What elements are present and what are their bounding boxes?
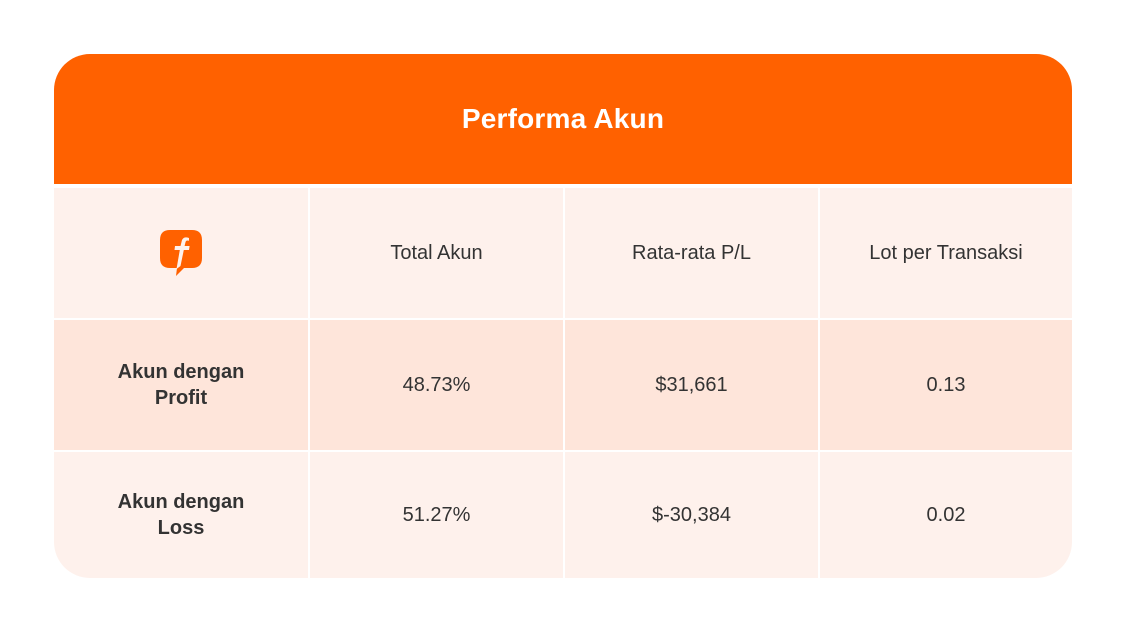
row-label-text: Akun dengan Loss [117, 491, 245, 539]
logo-cell [54, 188, 308, 318]
card-title: Performa Akun [461, 103, 665, 134]
column-header-lot-per-transaksi: Lot per Transaksi [820, 188, 1072, 318]
row-label-profit: Akun dengan Profit [54, 320, 308, 450]
cell-profit-lot-per-transaksi: 0.13 [820, 320, 1072, 450]
cell-profit-rata-rata-pl: $31,661 [565, 320, 818, 450]
brand-logo-icon [160, 230, 202, 276]
row-label-text: Akun dengan Profit [117, 361, 245, 409]
cell-loss-rata-rata-pl: $-30,384 [565, 452, 818, 578]
column-header-rata-rata-pl: Rata-rata P/L [565, 188, 818, 318]
card-header: Performa Akun [54, 54, 1072, 184]
cell-profit-total-akun: 48.73% [310, 320, 563, 450]
performance-table: Total Akun Rata-rata P/L Lot per Transak… [54, 188, 1072, 578]
row-label-loss: Akun dengan Loss [54, 452, 308, 578]
cell-loss-lot-per-transaksi: 0.02 [820, 452, 1072, 578]
cell-loss-total-akun: 51.27% [310, 452, 563, 578]
performance-card: Performa Akun Total Akun Rata-rata P/L L… [54, 54, 1072, 578]
column-header-total-akun: Total Akun [310, 188, 563, 318]
